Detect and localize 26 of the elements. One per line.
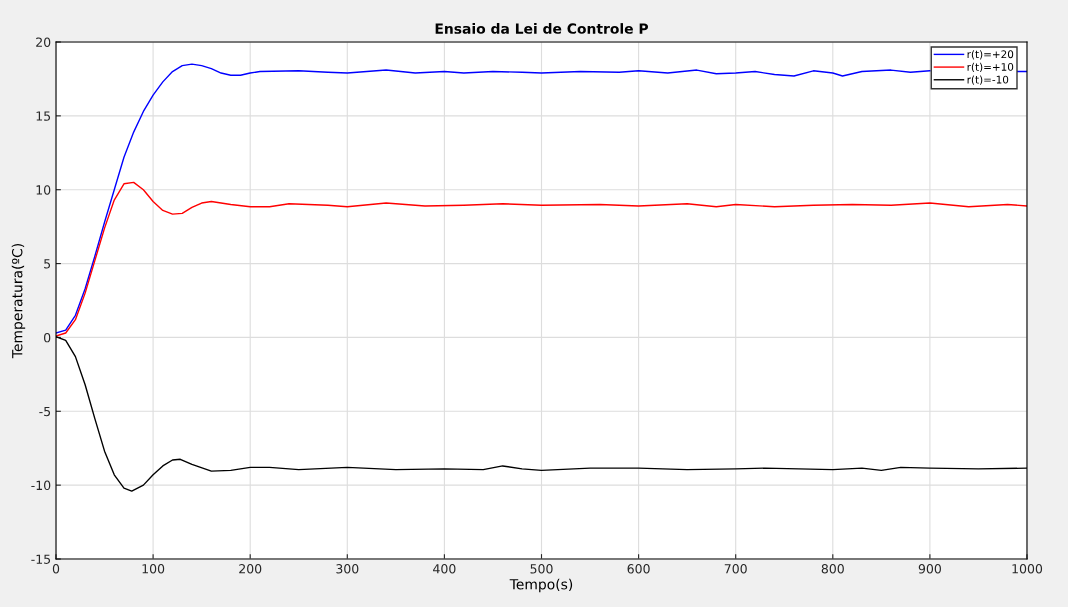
line-series <box>56 181 1027 337</box>
x-axis-title: Tempo(s) <box>509 578 573 593</box>
x-tick-label: 500 <box>530 564 553 574</box>
y-tick-label: 15 <box>36 111 51 121</box>
x-tick-label: 600 <box>627 564 650 574</box>
legend-label: r(t)=+10 <box>967 62 1014 73</box>
chart-title: Ensaio da Lei de Controle P <box>435 23 649 34</box>
x-tick-label: 300 <box>336 564 359 574</box>
y-axis-title: Temperatura(ºC) <box>11 244 26 359</box>
x-tick-label: 0 <box>52 564 60 574</box>
x-tick-label: 200 <box>239 564 262 574</box>
y-tick-label: 10 <box>36 185 51 195</box>
y-tick-label: 5 <box>44 259 51 269</box>
y-tick-label: -15 <box>31 554 51 564</box>
y-tick-label: -5 <box>39 406 51 417</box>
x-tick-label: 700 <box>724 564 747 574</box>
legend-label: r(t)=-10 <box>967 75 1009 85</box>
legend-label: r(t)=+20 <box>967 50 1014 60</box>
x-tick-label: 900 <box>918 564 941 574</box>
y-tick-label: 20 <box>36 37 51 47</box>
y-tick-label: 0 <box>44 332 51 343</box>
x-tick-label: 100 <box>142 564 165 574</box>
x-tick-label: 800 <box>821 564 844 574</box>
x-tick-label: 400 <box>433 564 456 574</box>
y-tick-label: -10 <box>31 480 51 491</box>
x-tick-label: 1000 <box>1012 564 1043 574</box>
